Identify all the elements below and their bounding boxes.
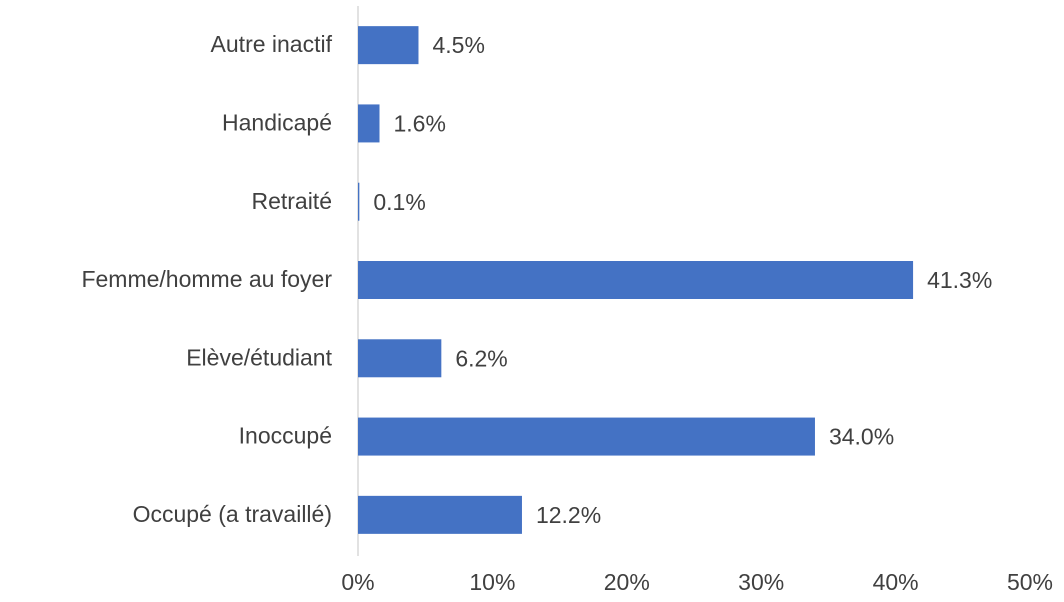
x-tick-label: 40% <box>873 569 919 595</box>
y-tick-label: Inoccupé <box>239 423 332 449</box>
y-tick-label: Autre inactif <box>211 31 333 57</box>
bar <box>358 495 522 534</box>
value-label: 4.5% <box>432 32 484 58</box>
y-tick-label: Handicapé <box>222 110 332 136</box>
bar <box>358 339 442 378</box>
y-tick-label: Retraité <box>251 188 332 214</box>
value-label: 12.2% <box>536 502 601 528</box>
x-tick-label: 30% <box>738 569 784 595</box>
value-label: 34.0% <box>829 424 894 450</box>
bar <box>358 182 360 221</box>
x-tick-label: 50% <box>1007 569 1053 595</box>
x-tick-label: 0% <box>341 569 374 595</box>
y-tick-label: Elève/étudiant <box>186 344 332 370</box>
y-tick-label: Occupé (a travaillé) <box>133 501 332 527</box>
value-label: 41.3% <box>927 267 992 293</box>
bar <box>358 26 419 65</box>
value-label: 6.2% <box>455 345 507 371</box>
bar <box>358 261 914 299</box>
value-label: 1.6% <box>394 111 446 137</box>
x-tick-label: 20% <box>604 569 650 595</box>
x-tick-label: 10% <box>469 569 515 595</box>
y-tick-label: Femme/homme au foyer <box>81 266 332 292</box>
bar <box>358 104 380 143</box>
value-label: 0.1% <box>373 189 425 215</box>
bar <box>358 417 815 456</box>
